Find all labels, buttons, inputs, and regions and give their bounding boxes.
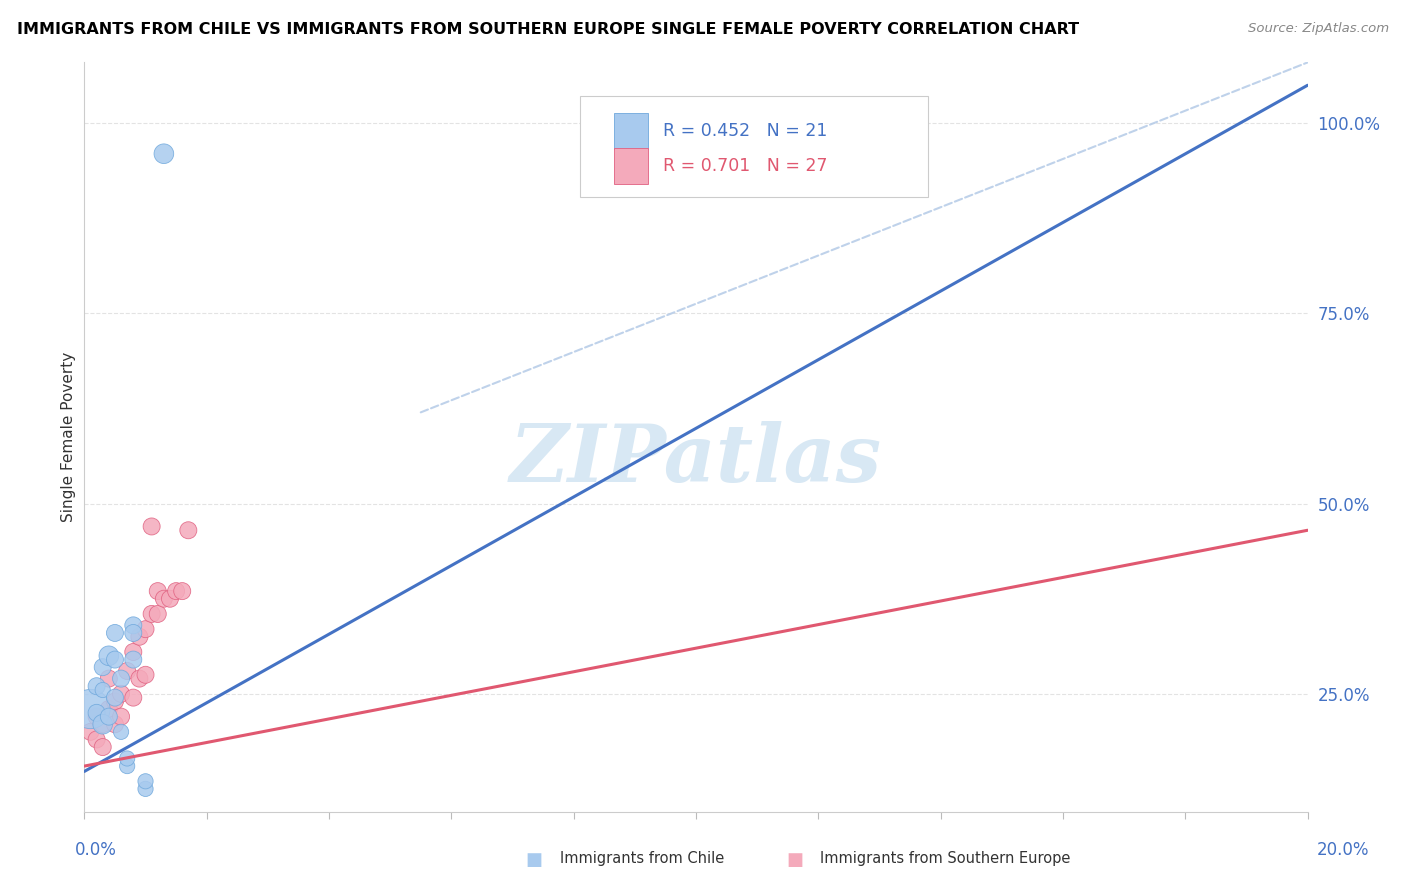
Point <box>97 672 120 686</box>
Point <box>86 732 108 747</box>
Point <box>115 664 138 678</box>
Text: Immigrants from Chile: Immigrants from Chile <box>560 852 724 866</box>
Point <box>115 759 138 773</box>
Point <box>135 781 157 796</box>
Point <box>104 717 127 731</box>
Text: IMMIGRANTS FROM CHILE VS IMMIGRANTS FROM SOUTHERN EUROPE SINGLE FEMALE POVERTY C: IMMIGRANTS FROM CHILE VS IMMIGRANTS FROM… <box>17 22 1078 37</box>
Point <box>177 523 200 537</box>
Point <box>104 652 127 666</box>
Point <box>110 687 132 701</box>
Point <box>79 702 101 716</box>
Point <box>97 709 120 723</box>
Point <box>86 709 108 723</box>
FancyBboxPatch shape <box>579 96 928 197</box>
Point <box>91 683 114 698</box>
Point <box>122 690 145 705</box>
Point <box>79 724 101 739</box>
Text: Immigrants from Southern Europe: Immigrants from Southern Europe <box>820 852 1070 866</box>
Point <box>122 618 145 632</box>
Point <box>172 584 194 599</box>
Text: 0.0%: 0.0% <box>75 840 117 858</box>
Point <box>122 626 145 640</box>
Point <box>91 660 114 674</box>
Point <box>165 584 187 599</box>
Point <box>110 709 132 723</box>
Point <box>97 648 120 663</box>
Point <box>135 622 157 636</box>
Text: ■: ■ <box>786 851 803 869</box>
Point <box>141 519 163 533</box>
Point <box>122 645 145 659</box>
Text: 20.0%: 20.0% <box>1316 840 1369 858</box>
Point <box>110 724 132 739</box>
Point <box>86 706 108 720</box>
Text: Source: ZipAtlas.com: Source: ZipAtlas.com <box>1249 22 1389 36</box>
Y-axis label: Single Female Poverty: Single Female Poverty <box>60 352 76 522</box>
Point <box>135 667 157 681</box>
Point <box>91 717 114 731</box>
Point <box>104 690 127 705</box>
Point <box>128 630 150 644</box>
Point <box>141 607 163 621</box>
Text: ZIPatlas: ZIPatlas <box>510 421 882 499</box>
Point <box>91 717 114 731</box>
Point <box>110 672 132 686</box>
Text: R = 0.701   N = 27: R = 0.701 N = 27 <box>664 157 828 175</box>
Text: R = 0.452   N = 21: R = 0.452 N = 21 <box>664 122 827 140</box>
Point <box>153 146 176 161</box>
Point <box>86 679 108 693</box>
Bar <box>614 113 648 149</box>
Point <box>128 672 150 686</box>
Point <box>146 607 169 621</box>
Bar <box>614 148 648 184</box>
Point <box>104 694 127 708</box>
Text: ■: ■ <box>526 851 543 869</box>
Point <box>115 751 138 765</box>
Point <box>122 652 145 666</box>
Point <box>153 591 176 606</box>
Point <box>97 702 120 716</box>
Point <box>146 584 169 599</box>
Point <box>91 740 114 755</box>
Point <box>159 591 181 606</box>
Point <box>104 626 127 640</box>
Point <box>135 774 157 789</box>
